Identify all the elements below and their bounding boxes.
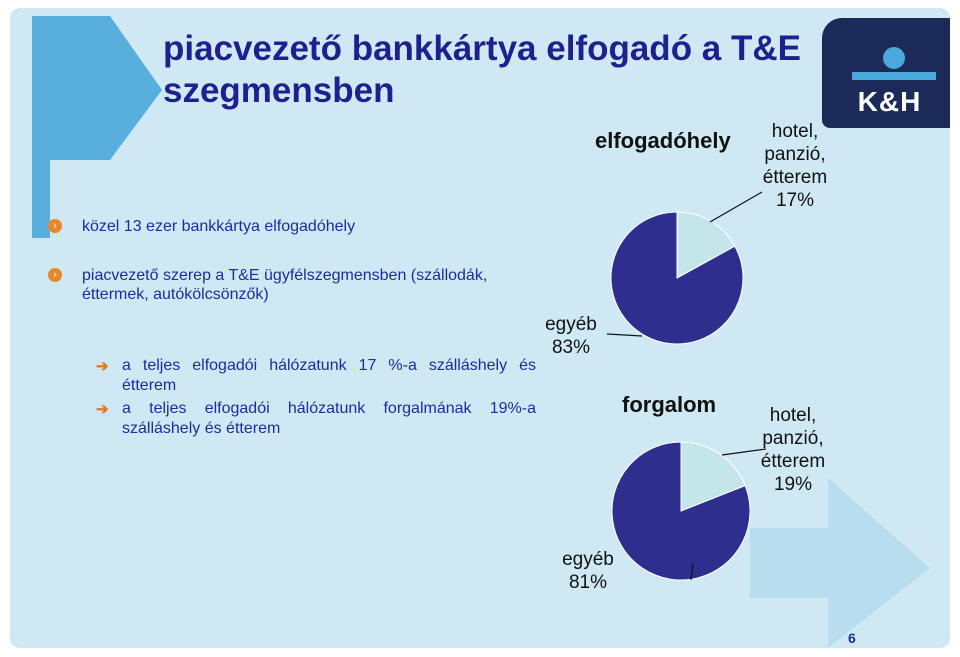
- pie-label-egyeb: egyéb 83%: [545, 314, 597, 358]
- bottom-right-arrow-decoration: [750, 478, 930, 648]
- pie-label-hotel-panzio-etterem-line: hotel,: [772, 121, 818, 142]
- pie-label-hotel-panzio-etterem-line: hotel,: [770, 405, 816, 426]
- pie-label-egyeb: egyéb 81%: [562, 549, 614, 593]
- sub-bullet-item: ➔ a teljes elfogadói hálózatunk 17 %-a s…: [96, 356, 536, 396]
- orange-arrow-icon: ➔: [96, 358, 109, 375]
- orange-circle-arrow-icon: ›: [48, 268, 62, 282]
- top-left-arrow-decoration: [32, 16, 162, 238]
- bullet-text: közel 13 ezer bankkártya elfogadóhely: [82, 218, 356, 235]
- leader-line: [721, 448, 767, 456]
- pie-label-hotel-panzio-etterem-line: panzió,: [762, 428, 823, 449]
- pie-slice-hotel-panzio-etterem: [680, 441, 746, 512]
- leader-line: [690, 562, 694, 581]
- pie-label-hotel-panzio-etterem-line: 17%: [776, 190, 814, 211]
- pie-label-hotel-panzio-etterem-line: 19%: [774, 474, 812, 495]
- orange-circle-arrow-icon: ›: [48, 219, 62, 233]
- bullet-item: › közel 13 ezer bankkártya elfogadóhely: [48, 217, 548, 236]
- orange-arrow-icon: ➔: [96, 401, 109, 418]
- pie-label-egyeb-line: egyéb: [562, 549, 614, 570]
- chart-title: elfogadóhely: [595, 128, 731, 153]
- pie-slice-egyeb: [611, 441, 751, 581]
- leader-line: [606, 333, 643, 337]
- pie-label-egyeb-line: egyéb: [545, 314, 597, 335]
- pie-label-hotel-panzio-etterem: hotel, panzió, étterem 17%: [763, 121, 827, 211]
- bullet-text: piacvezető szerep a T&E ügyfélszegmensbe…: [82, 267, 488, 303]
- kh-logo-text: K&H: [857, 86, 922, 117]
- page-number: 6: [848, 630, 856, 646]
- kh-logo-mark-icon: [852, 47, 936, 80]
- sub-bullet-text: a teljes elfogadói hálózatunk 17 %-a szá…: [122, 357, 536, 394]
- pie-label-hotel-panzio-etterem-line: étterem: [763, 167, 827, 188]
- pie-label-hotel-panzio-etterem-line: étterem: [761, 451, 825, 472]
- background-arrows: [32, 16, 930, 648]
- pie-label-egyeb-line: 83%: [552, 337, 590, 358]
- bullet-item: › piacvezető szerep a T&E ügyfélszegmens…: [48, 266, 548, 304]
- pie-slice-egyeb: [610, 211, 744, 345]
- leader-line: [709, 191, 763, 223]
- sub-bullet-text: a teljes elfogadói hálózatunk forgalmána…: [122, 400, 536, 437]
- pie-label-hotel-panzio-etterem: hotel, panzió, étterem 19%: [761, 405, 825, 495]
- chart-title: forgalom: [622, 392, 716, 417]
- pie-charts: elfogadóhely hotel, panzió, étterem 17%egyéb…: [545, 121, 827, 593]
- pie-label-hotel-panzio-etterem-line: panzió,: [764, 144, 825, 165]
- pie-label-egyeb-line: 81%: [569, 572, 607, 593]
- sub-bullet-item: ➔ a teljes elfogadói hálózatunk forgalmá…: [96, 399, 536, 439]
- slide: piacvezető bankkártya elfogadó a T&E sze…: [10, 8, 950, 648]
- page-title: piacvezető bankkártya elfogadó a T&E sze…: [163, 29, 801, 110]
- kh-logo: K&H: [822, 18, 950, 128]
